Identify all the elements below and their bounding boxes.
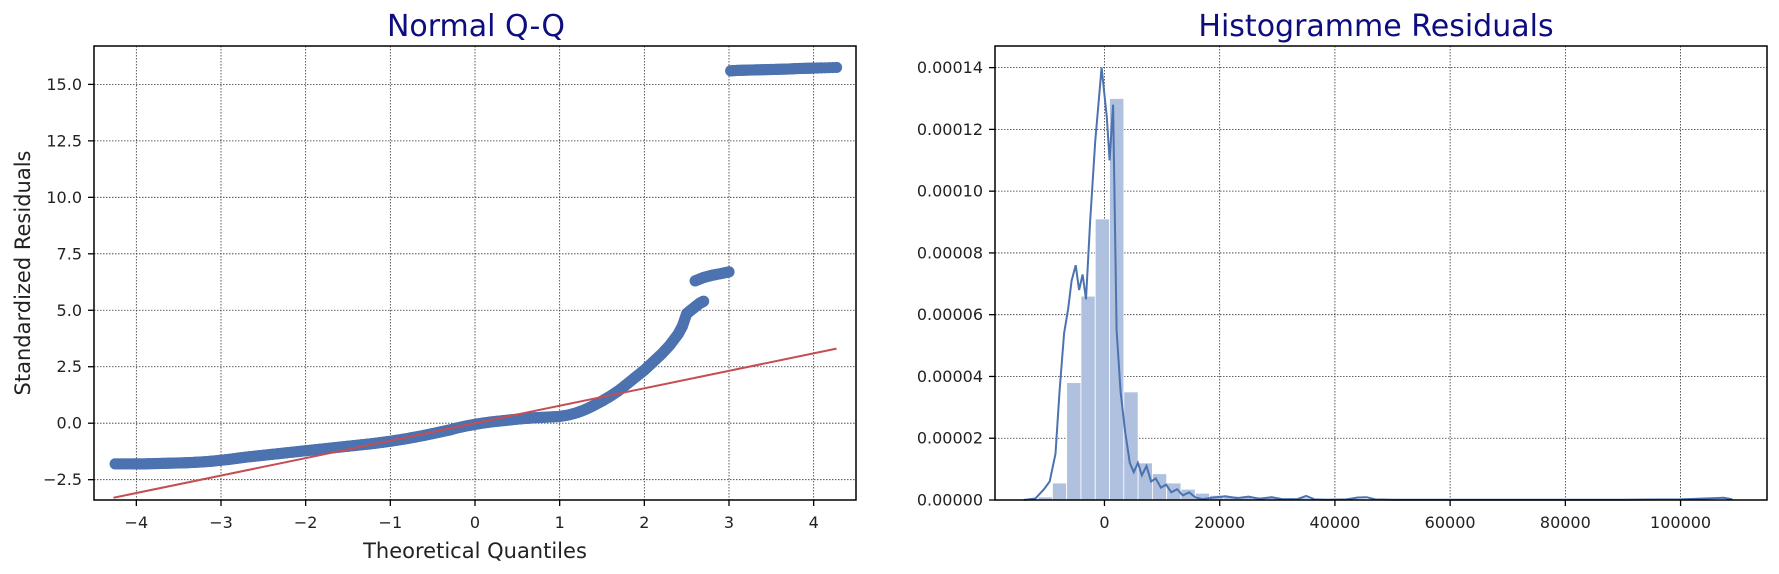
- qq-x-axis-label: Theoretical Quantiles: [362, 539, 587, 563]
- qq-y-tick-label: −2.5: [43, 470, 82, 489]
- hist-kde-curve: [1023, 67, 1733, 501]
- hist-kde-group: [1023, 67, 1733, 501]
- hist-plot-frame: [994, 45, 1768, 501]
- qq-y-axis-label: Standardized Residuals: [11, 151, 35, 396]
- qq-y-tick-label: 5.0: [57, 301, 82, 320]
- qq-x-tick-label: −1: [379, 513, 403, 532]
- qq-grid: [94, 46, 856, 500]
- hist-x-ticks: 0 20000 40000 60000 80000 100000: [1099, 500, 1711, 532]
- qq-point: [723, 266, 735, 278]
- hist-x-tick-label: 20000: [1194, 513, 1245, 532]
- qq-reference-line: [113, 347, 837, 499]
- qq-x-tick-label: −3: [209, 513, 233, 532]
- qq-x-tick-label: −4: [125, 513, 149, 532]
- qq-y-tick-label: 7.5: [57, 244, 82, 263]
- qq-points: [109, 61, 843, 470]
- qq-y-ticks: −2.5 0.0 2.5 5.0 7.5 10.0 12.5 15.0: [43, 75, 94, 489]
- hist-y-tick-label: 0.00008: [917, 243, 983, 262]
- qq-x-ticks: −4 −3 −2 −1 0 1 2 3 4: [125, 500, 819, 532]
- hist-bar: [1080, 295, 1096, 501]
- qq-x-tick-label: 4: [809, 513, 819, 532]
- hist-bar: [1094, 218, 1110, 501]
- hist-y-ticks: 0.00000 0.00002 0.00004 0.00006 0.00008 0.000…: [917, 58, 995, 510]
- hist-panel: Histogramme Residuals 0 20000 40000 60000 80…: [917, 9, 1768, 532]
- hist-y-tick-label: 0.00010: [917, 182, 983, 201]
- hist-bar: [1123, 391, 1139, 501]
- qq-point: [698, 295, 710, 307]
- hist-y-tick-label: 0.00012: [917, 120, 983, 139]
- qq-reference-line-group: [113, 347, 837, 499]
- hist-x-tick-label: 0: [1099, 513, 1109, 532]
- qq-chart-title: Normal Q-Q: [387, 9, 565, 44]
- hist-bar: [1066, 382, 1082, 501]
- hist-bars: [1023, 98, 1739, 501]
- qq-x-tick-label: 2: [639, 513, 649, 532]
- hist-grid: [995, 46, 1767, 501]
- hist-y-tick-label: 0.00006: [917, 305, 983, 324]
- qq-plot-frame: [93, 45, 857, 501]
- hist-chart-title: Histogramme Residuals: [1198, 9, 1553, 44]
- qq-x-tick-label: −2: [294, 513, 318, 532]
- qq-y-tick-label: 12.5: [46, 131, 82, 150]
- hist-bar: [1051, 482, 1068, 501]
- qq-y-tick-label: 0.0: [57, 414, 82, 433]
- hist-x-tick-label: 60000: [1425, 513, 1476, 532]
- qq-y-tick-label: 10.0: [46, 188, 82, 207]
- qq-y-tick-label: 15.0: [46, 75, 82, 94]
- qq-panel: Normal Q-Q −4 −3 −2 −1 0 1 2 3 4 −2.5 0.0 2.5 5.0 7.…: [11, 9, 857, 563]
- hist-y-tick-label: 0.00014: [917, 58, 983, 77]
- hist-x-tick-label: 80000: [1540, 513, 1591, 532]
- hist-x-tick-label: 40000: [1309, 513, 1360, 532]
- qq-x-tick-label: 1: [555, 513, 565, 532]
- qq-x-tick-label: 3: [724, 513, 734, 532]
- qq-y-tick-label: 2.5: [57, 357, 82, 376]
- qq-point: [830, 61, 843, 74]
- hist-y-tick-label: 0.00004: [917, 367, 983, 386]
- hist-y-tick-label: 0.00002: [917, 429, 983, 448]
- hist-y-tick-label: 0.00000: [917, 491, 983, 510]
- hist-x-tick-label: 100000: [1650, 513, 1711, 532]
- qq-x-tick-label: 0: [470, 513, 480, 532]
